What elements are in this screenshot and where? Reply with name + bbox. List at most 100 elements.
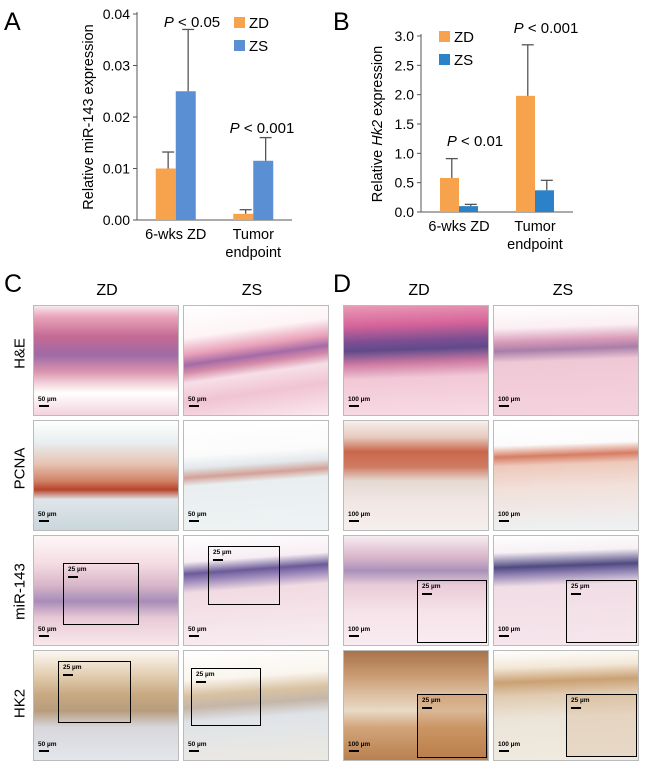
y-tick-label: 0.00 xyxy=(103,212,130,228)
micrograph-c-hk2-zs: 25 µm 50 µm xyxy=(183,650,329,761)
inset-box: 25 µm xyxy=(63,563,139,625)
chart-a: 0.00 0.01 0.02 0.03 0.04 Relative miR-143 exp… xyxy=(81,6,295,261)
bar-zd xyxy=(155,168,176,220)
category-label: 6-wks ZD xyxy=(428,219,489,235)
y-tick-label: 0.01 xyxy=(103,161,130,177)
micrograph-d-hk2-zd: 25 µm 100 µm xyxy=(343,650,489,761)
panel-letter-d: D xyxy=(333,270,352,298)
p-value-annotation: P < 0.05 xyxy=(164,14,220,31)
scale-label: 100 µm xyxy=(348,396,371,403)
scale-label: 100 µm xyxy=(348,741,371,748)
micrograph-d-he-zd: 100 µm xyxy=(343,305,489,416)
category-label: Tumor xyxy=(233,227,275,243)
scale-label: 50 µm xyxy=(38,396,57,403)
row-label-hk2: HK2 xyxy=(11,688,29,719)
legend-swatch-zs xyxy=(234,40,245,51)
micrograph-d-hk2-zs: 25 µm 100 µm xyxy=(493,650,639,761)
col-header-d-zs: ZS xyxy=(552,282,574,299)
inset-box: 25 µm xyxy=(566,580,637,643)
y-axis-label-part: expression xyxy=(370,46,386,120)
inset-box: 25 µm xyxy=(417,580,487,643)
y-tick-label: 1.5 xyxy=(395,116,415,132)
bar-zs xyxy=(253,160,274,220)
scale-label: 25 µm xyxy=(63,664,82,671)
inset-box: 25 µm xyxy=(191,668,261,726)
p-symbol: P xyxy=(230,120,240,137)
scale-label: 100 µm xyxy=(348,511,371,518)
micrograph-d-he-zs: 100 µm xyxy=(493,305,639,416)
scale-label: 50 µm xyxy=(38,741,57,748)
scale-label: 50 µm xyxy=(38,511,57,518)
panel-letter-c: C xyxy=(4,270,23,298)
scale-label: 50 µm xyxy=(188,396,207,403)
y-tick-label: 3.0 xyxy=(395,28,415,44)
category-label: Tumor xyxy=(514,219,556,235)
micrograph-d-mir143-zs: 25 µm 100 µm xyxy=(493,535,639,646)
micrograph-c-he-zd: 50 µm xyxy=(33,305,179,416)
legend-label-zs: ZS xyxy=(454,52,473,69)
p-value-annotation: P < 0.001 xyxy=(230,120,295,137)
scale-label: 50 µm xyxy=(38,626,57,633)
p-value-text: < 0.05 xyxy=(174,14,220,31)
micrograph-c-mir143-zs: 25 µm 50 µm xyxy=(183,535,329,646)
p-symbol: P xyxy=(447,133,457,150)
inset-box: 25 µm xyxy=(417,694,487,758)
micrograph-c-pcna-zd: 50 µm xyxy=(33,420,179,531)
col-header-d-zd: ZD xyxy=(408,282,430,299)
p-value-text: < 0.01 xyxy=(457,133,503,150)
scale-label: 50 µm xyxy=(188,511,207,518)
y-tick-label: 2.5 xyxy=(395,57,415,73)
scale-label: 100 µm xyxy=(348,626,371,633)
bar-zs xyxy=(459,206,478,212)
panel-letter-b: B xyxy=(333,8,350,36)
p-value-text: < 0.001 xyxy=(524,20,579,37)
scale-label: 100 µm xyxy=(498,396,521,403)
y-tick-label: 0.5 xyxy=(395,175,415,191)
p-value-annotation: P < 0.01 xyxy=(447,133,503,150)
scale-label: 25 µm xyxy=(422,583,441,590)
legend-swatch-zd xyxy=(234,17,245,28)
inset-box: 25 µm xyxy=(58,661,131,723)
category-label: endpoint xyxy=(507,237,563,253)
inset-box: 25 µm xyxy=(208,546,280,605)
scale-label: 25 µm xyxy=(571,697,590,704)
row-label-he: H&E xyxy=(11,338,29,369)
p-value-annotation: P < 0.001 xyxy=(514,20,579,37)
y-tick-label: 0.0 xyxy=(395,204,415,220)
scale-label: 100 µm xyxy=(498,741,521,748)
y-tick-label: 0.02 xyxy=(103,109,130,125)
category-label: endpoint xyxy=(225,245,281,261)
scale-label: 25 µm xyxy=(196,671,215,678)
scale-label: 25 µm xyxy=(422,697,441,704)
scale-label: 50 µm xyxy=(188,626,207,633)
micrograph-d-pcna-zd: 100 µm xyxy=(343,420,489,531)
micrograph-d-pcna-zs: 100 µm xyxy=(493,420,639,531)
y-axis-label: Relative Hk2 expression xyxy=(370,46,386,202)
y-axis-label-part: Relative xyxy=(370,146,386,202)
p-symbol: P xyxy=(164,14,174,31)
bar-zs xyxy=(175,91,196,220)
row-label-pcna: PCNA xyxy=(11,447,29,490)
y-tick-label: 2.0 xyxy=(395,87,415,103)
scale-label: 50 µm xyxy=(188,741,207,748)
micrograph-c-mir143-zd: 25 µm 50 µm xyxy=(33,535,179,646)
bar-zd xyxy=(516,95,535,212)
y-axis-label: Relative miR-143 expression xyxy=(81,24,97,209)
bar-zd xyxy=(440,177,459,212)
bar-zd xyxy=(233,213,254,220)
p-value-text: < 0.001 xyxy=(240,120,295,137)
scale-label: 25 µm xyxy=(68,566,87,573)
scale-label: 25 µm xyxy=(213,549,232,556)
inset-box: 25 µm xyxy=(566,694,637,757)
micrograph-c-pcna-zs: 50 µm xyxy=(183,420,329,531)
row-label-mir143: miR-143 xyxy=(11,563,29,620)
category-label: 6-wks ZD xyxy=(145,227,206,243)
col-header-c-zs: ZS xyxy=(241,282,263,299)
p-symbol: P xyxy=(514,20,524,37)
col-header-c-zd: ZD xyxy=(96,282,118,299)
panel-letter-a: A xyxy=(4,8,21,36)
micrograph-c-hk2-zd: 25 µm 50 µm xyxy=(33,650,179,761)
bar-zs xyxy=(535,190,554,212)
y-tick-label: 0.03 xyxy=(103,58,130,74)
micrograph-d-mir143-zd: 25 µm 100 µm xyxy=(343,535,489,646)
